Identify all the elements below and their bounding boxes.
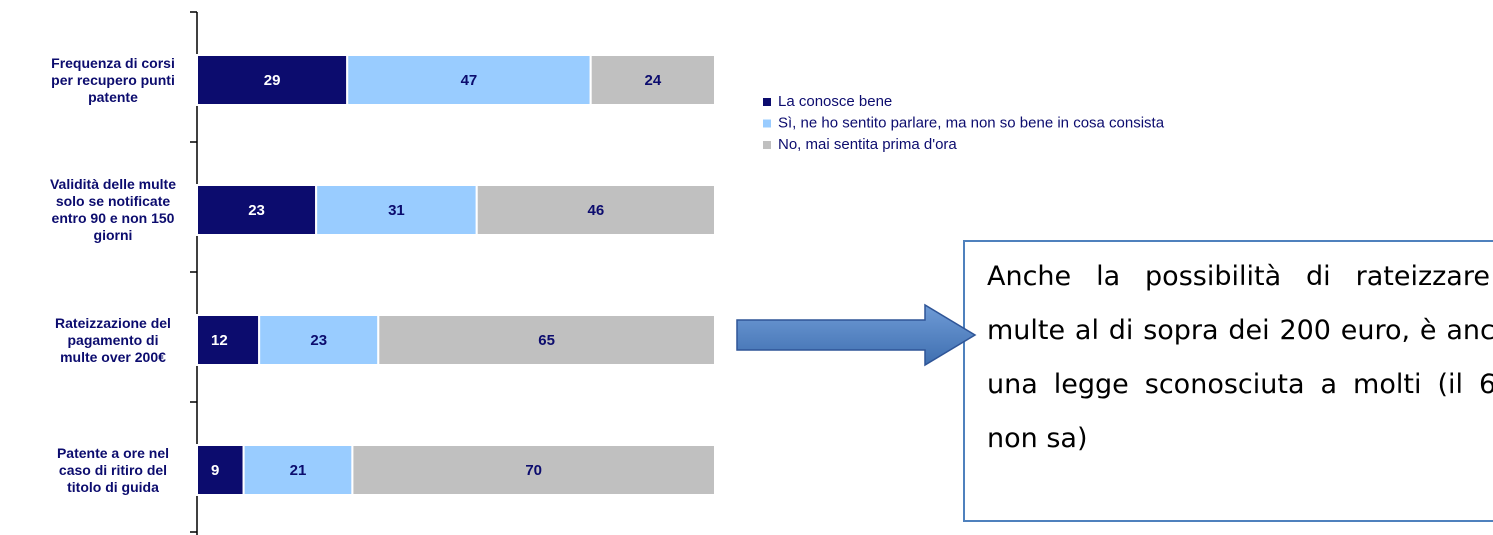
legend-marker [763, 141, 771, 149]
bar-segment [196, 184, 318, 236]
value-label: 23 [248, 202, 265, 219]
value-label: 70 [525, 462, 542, 479]
annotation: Anche la possibilità di rateizzare le mu… [963, 240, 1493, 522]
category-text: Validità delle multe solo se notificate … [49, 176, 177, 243]
bar-segment [346, 54, 592, 106]
y-tick-label: Validità delle multe solo se notificate … [18, 145, 178, 275]
bar-segment [475, 184, 716, 236]
category-text: Frequenza di corsi per recupero punti pa… [51, 54, 175, 105]
category-text: Patente a ore nel caso di ritiro del tit… [56, 444, 170, 495]
value-label: 23 [310, 332, 327, 349]
y-tick-label: Rateizzazione del pagamento di multe ove… [18, 275, 178, 405]
bar-segment [196, 314, 261, 366]
bar-segment [242, 444, 354, 496]
value-label: 46 [588, 202, 605, 219]
value-label: 9 [211, 462, 219, 479]
legend-marker [763, 98, 771, 106]
bar-segment [351, 444, 716, 496]
arrow [736, 303, 977, 367]
value-label: 24 [644, 72, 661, 89]
bar-segment [377, 314, 716, 366]
legend-label: No, mai sentita prima d'ora [778, 136, 957, 153]
legend-label: Sì, ne ho sentito parlare, ma non so ben… [778, 114, 1165, 131]
bar-segment [196, 444, 245, 496]
bar-segment [258, 314, 380, 366]
category-text: Rateizzazione del pagamento di multe ove… [55, 314, 171, 365]
value-label: 31 [388, 202, 405, 219]
value-label: 65 [538, 332, 555, 349]
legend-label: La conosce bene [778, 93, 892, 110]
bar-segment [315, 184, 478, 236]
y-tick-label: Patente a ore nel caso di ritiro del tit… [18, 405, 178, 535]
legend-marker [763, 119, 771, 128]
value-label: 12 [211, 332, 228, 349]
bar-segment [589, 54, 716, 106]
bar-segment [196, 54, 349, 106]
value-label: 47 [461, 72, 478, 89]
value-label: 21 [290, 462, 307, 479]
value-label: 29 [264, 72, 281, 89]
y-tick-label: Frequenza di corsi per recupero punti pa… [18, 15, 178, 145]
